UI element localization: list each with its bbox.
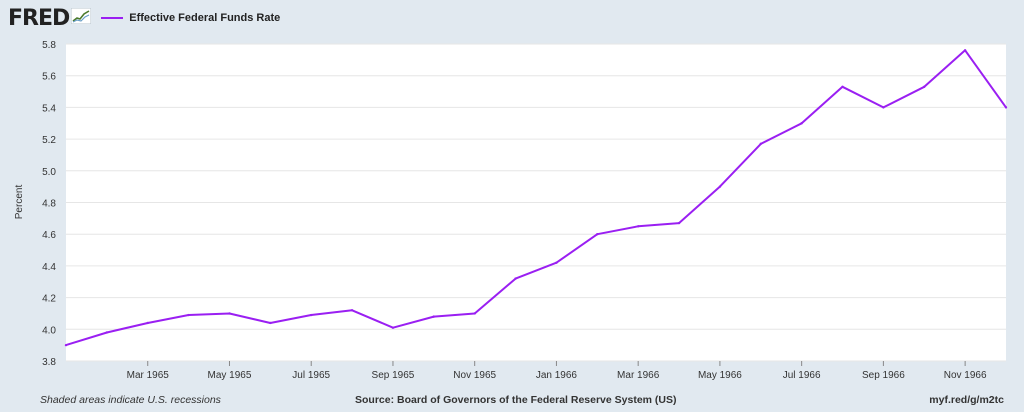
x-tick-label: Sep 1966 (862, 370, 905, 381)
y-axis-ticks: 3.8 4.0 4.2 4.4 4.6 4.8 5.0 5.2 5.4 5.6 5.8 (42, 40, 56, 368)
series-points (64, 49, 1008, 347)
data-point[interactable] (596, 233, 599, 236)
data-point[interactable] (391, 326, 395, 329)
y-tick-label: 5.2 (42, 135, 56, 146)
data-point[interactable] (64, 343, 68, 347)
y-tick-label: 4.6 (42, 230, 56, 241)
data-point[interactable] (636, 225, 640, 228)
x-tick-label: Nov 1966 (944, 370, 987, 381)
data-point[interactable] (841, 85, 844, 88)
data-point[interactable] (882, 106, 885, 109)
data-point[interactable] (228, 312, 231, 315)
y-tick-label: 4.8 (42, 199, 56, 210)
data-point[interactable] (187, 313, 190, 317)
data-point[interactable] (105, 331, 109, 334)
data-point[interactable] (350, 309, 354, 312)
x-tick-label: May 1966 (698, 370, 742, 381)
source-text: Source: Board of Governors of the Federa… (355, 394, 677, 406)
data-point[interactable] (923, 85, 926, 88)
x-axis-ticks: Mar 1965 May 1965 Jul 1965 Sep 1965 Nov 1965… (127, 361, 987, 381)
x-tick-label: Sep 1965 (372, 370, 415, 381)
data-point[interactable] (146, 321, 149, 325)
y-tick-label: 5.8 (42, 40, 56, 51)
x-tick-label: Jul 1966 (783, 370, 821, 381)
data-point[interactable] (759, 142, 762, 146)
legend-swatch (101, 17, 124, 19)
data-point[interactable] (473, 312, 476, 315)
y-tick-label: 3.8 (42, 357, 56, 368)
y-tick-label: 5.0 (42, 167, 56, 178)
x-tick-label: Jul 1965 (292, 370, 330, 381)
data-point[interactable] (514, 277, 517, 280)
data-point[interactable] (269, 321, 272, 325)
y-tick-label: 4.0 (42, 325, 56, 336)
x-tick-label: Mar 1965 (127, 370, 170, 381)
gridlines (66, 43, 1006, 362)
recession-note: Shaded areas indicate U.S. recessions (40, 394, 221, 406)
data-point[interactable] (677, 221, 681, 225)
x-tick-label: Jan 1966 (536, 370, 578, 381)
short-url-link[interactable]: myf.red/g/m2tc (929, 394, 1004, 406)
data-point[interactable] (1004, 106, 1008, 109)
chart-footer: Shaded areas indicate U.S. recessions So… (0, 394, 1024, 408)
y-tick-label: 5.4 (42, 103, 56, 114)
x-tick-label: Nov 1965 (453, 370, 496, 381)
chart-legend: Effective Federal Funds Rate (101, 12, 280, 24)
data-point[interactable] (963, 49, 967, 52)
data-point[interactable] (310, 313, 313, 317)
x-tick-label: Mar 1966 (617, 370, 660, 381)
data-point[interactable] (718, 185, 722, 188)
chart-header: FRED Effective Federal Funds Rate (8, 4, 280, 32)
y-tick-label: 5.6 (42, 72, 56, 83)
data-point[interactable] (555, 261, 558, 264)
y-tick-label: 4.4 (42, 262, 56, 273)
x-tick-label: May 1965 (208, 370, 252, 381)
series-line-effective-federal-funds-rate (65, 49, 1007, 347)
data-point[interactable] (432, 315, 436, 318)
legend-label: Effective Federal Funds Rate (129, 12, 281, 24)
logo-text: FRED (8, 5, 70, 31)
data-point[interactable] (800, 122, 803, 125)
y-tick-label: 4.2 (42, 294, 56, 305)
y-axis-label: Percent (14, 185, 25, 220)
